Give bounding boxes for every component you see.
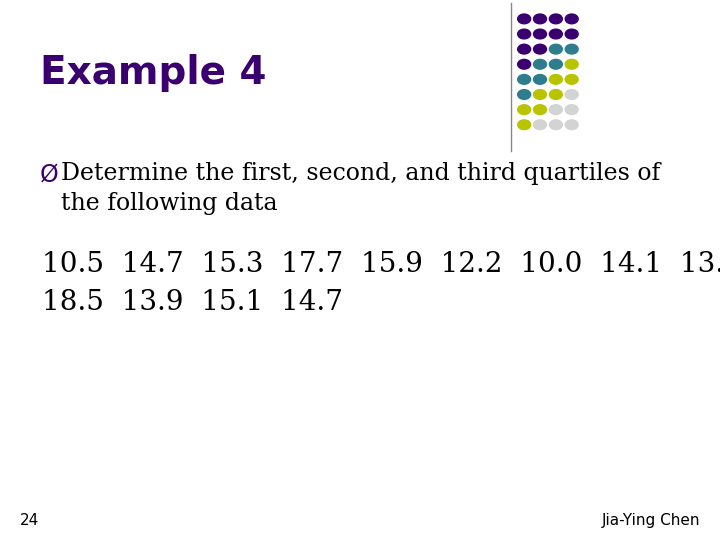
Text: Example 4: Example 4 [40,54,266,92]
Text: 18.5  13.9  15.1  14.7: 18.5 13.9 15.1 14.7 [42,289,343,316]
Text: Determine the first, second, and third quartiles of: Determine the first, second, and third q… [61,162,660,185]
Text: the following data: the following data [61,192,278,215]
Text: Ø: Ø [40,162,58,186]
Text: Jia-Ying Chen: Jia-Ying Chen [601,513,700,528]
Text: 10.5  14.7  15.3  17.7  15.9  12.2  10.0  14.1  13.9: 10.5 14.7 15.3 17.7 15.9 12.2 10.0 14.1 … [42,251,720,278]
Text: 24: 24 [20,513,40,528]
